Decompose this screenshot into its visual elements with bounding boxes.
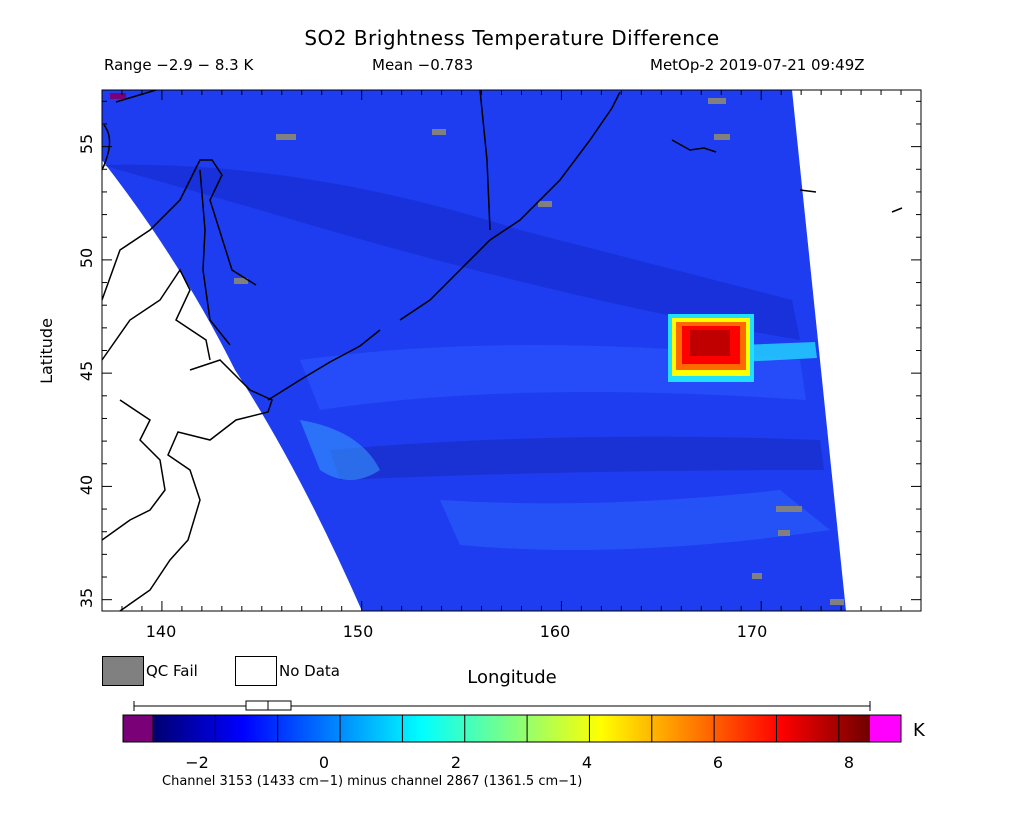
colorbar-ticks	[152, 715, 840, 742]
swath-dark-band	[330, 436, 824, 480]
qc-fail-pixel	[432, 129, 446, 135]
x-tick-label: 140	[146, 622, 177, 641]
colorbar-tick-label: 8	[844, 753, 854, 772]
colorbar-frame	[122, 714, 902, 743]
colorbar-over	[870, 715, 901, 742]
data-swath	[102, 90, 846, 611]
x-axis-label: Longitude	[467, 667, 557, 688]
swath-light-patch	[300, 420, 380, 480]
coastline-siberia	[102, 90, 157, 171]
mean-text: Mean −0.783	[372, 56, 474, 74]
satellite-text: MetOp-2 2019-07-21 09:49Z	[650, 56, 865, 74]
swath-dark-band	[102, 164, 800, 340]
qc-fail-pixel	[778, 530, 790, 536]
colorbar-under	[123, 715, 153, 742]
y-axis-label: Latitude	[37, 318, 56, 384]
qc-fail-pixel	[776, 506, 802, 512]
coastline-commander	[671, 139, 717, 153]
colorbar-gradient	[153, 715, 870, 742]
low-value-pixel	[110, 93, 126, 99]
qc-fail-pixel	[276, 134, 296, 140]
qc-fail-pixel	[234, 278, 248, 284]
qc-fail-pixel	[752, 573, 762, 579]
y-tick-label: 55	[77, 134, 96, 154]
coastline-korea	[102, 399, 166, 541]
colorbar-tick-label: 0	[319, 753, 329, 772]
coastline-kurils	[267, 91, 621, 401]
coastlines	[102, 90, 903, 611]
channel-note: Channel 3153 (1433 cm−1) minus channel 2…	[162, 774, 583, 789]
coastline-okhotsk	[102, 159, 257, 301]
no-data-label: No Data	[279, 662, 340, 680]
colorbar-tick-label: 4	[582, 753, 592, 772]
range-text: Range −2.9 − 8.3 K	[104, 56, 254, 74]
y-tick-label: 50	[77, 248, 96, 268]
chart-title: SO2 Brightness Temperature Difference	[304, 26, 720, 50]
y-tick-label: 35	[77, 588, 96, 608]
qc-fail-pixel	[708, 98, 726, 104]
no-data-swatch	[235, 656, 277, 686]
qc-fail-pixel	[714, 134, 730, 140]
y-tick-label: 40	[77, 475, 96, 495]
coastline-aleutians	[799, 189, 903, 213]
colorbar-tick-label: −2	[185, 753, 209, 772]
qc-fail-pixel	[538, 201, 552, 207]
axis-ticks	[102, 90, 921, 611]
colorbar-unit: K	[913, 720, 926, 741]
colorbar-tick-label: 6	[713, 753, 723, 772]
hotspot-peak	[690, 330, 730, 356]
x-tick-label: 150	[343, 622, 374, 641]
qc-fail-label: QC Fail	[146, 662, 198, 680]
plume-trail	[740, 342, 817, 362]
x-tick-label: 170	[737, 622, 768, 641]
colorbar-tick-label: 2	[451, 753, 461, 772]
qc-fail-pixel	[830, 599, 844, 605]
x-tick-label: 160	[540, 622, 571, 641]
coastline-kamchatka-west	[479, 90, 491, 231]
coastline-japan	[119, 359, 273, 611]
swath-light-band	[440, 490, 830, 550]
coastline-primorye	[102, 268, 211, 361]
qc-fail-swatch	[102, 656, 144, 686]
coastline-sakhalin	[199, 169, 231, 346]
y-tick-label: 45	[77, 361, 96, 381]
